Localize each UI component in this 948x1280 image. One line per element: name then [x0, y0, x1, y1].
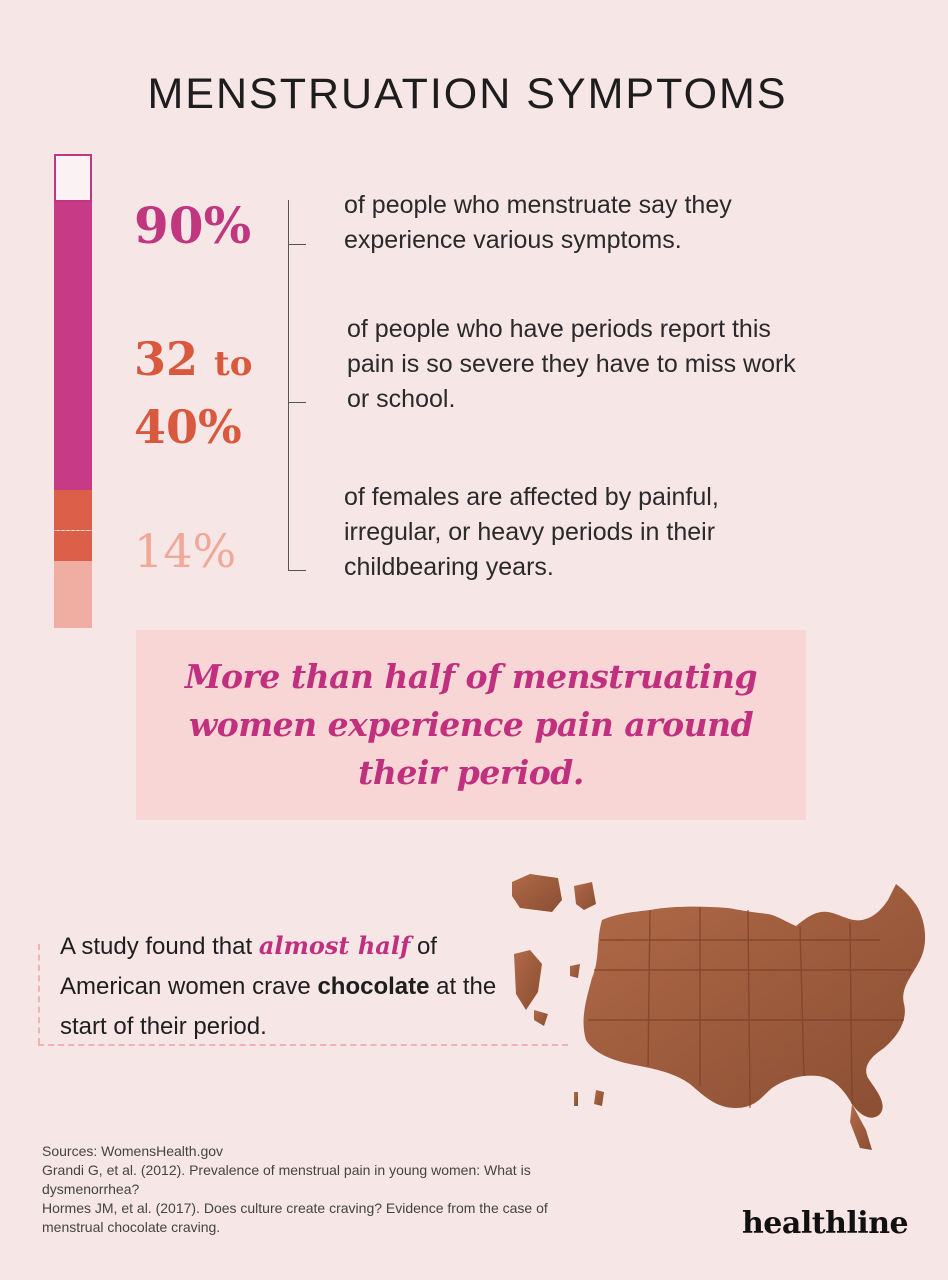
map-main-body — [583, 884, 926, 1118]
source-line-1: Sources: WomensHealth.gov — [42, 1143, 224, 1159]
sources: Sources: WomensHealth.gov Grandi G, et a… — [42, 1142, 602, 1237]
study-text-part1: A study found that — [60, 933, 259, 960]
bar-divider — [54, 530, 92, 531]
map-piece-california — [514, 950, 542, 1010]
study-text-emphasis: almost half — [258, 931, 411, 960]
source-line-2: Grandi G, et al. (2012). Prevalence of m… — [42, 1162, 531, 1197]
bar-segment-remaining — [54, 154, 92, 202]
bar-segment-32 — [54, 531, 92, 561]
bracket-line — [288, 200, 289, 570]
source-line-3: Hormes JM, et al. (2017). Does culture c… — [42, 1200, 548, 1235]
stat-90-description: of people who menstruate say they experi… — [344, 191, 732, 254]
bracket-tick-3 — [288, 570, 306, 571]
study-dashed-border-horizontal — [38, 1044, 568, 1046]
map-piece-florida — [850, 1104, 872, 1150]
study-text-part2: of American women crave — [60, 933, 437, 1000]
stat-32-number: 32 — [134, 332, 199, 386]
callout-text: More than half of menstruating women exp… — [184, 657, 758, 792]
study-text-part3: at the start of their period. — [60, 973, 497, 1040]
stat-32-description: of people who have periods report this p… — [347, 315, 796, 413]
bracket-tick-2 — [288, 402, 306, 403]
map-piece-small-2 — [534, 1010, 548, 1026]
stat-14-value: 14% — [134, 524, 237, 578]
stat-90-value: 90% — [134, 196, 252, 255]
stat-14-description: of females are affected by painful, irre… — [344, 483, 719, 581]
bar-segment-40 — [54, 490, 92, 530]
callout-box: More than half of menstruating women exp… — [136, 630, 806, 820]
map-piece-idaho — [574, 882, 596, 910]
bar-segment-90 — [54, 202, 92, 490]
bracket-tick-1 — [288, 244, 306, 245]
stat-40-value: 40% — [134, 400, 242, 454]
study-text: A study found that almost half of Americ… — [60, 926, 530, 1047]
study-text-strong: chocolate — [317, 973, 430, 1000]
page-title: MENSTRUATION SYMPTOMS — [147, 70, 788, 118]
study-dashed-border-vertical — [38, 944, 40, 1044]
stat-32-value: 32 to — [134, 332, 252, 386]
healthline-logo: healthline — [742, 1206, 909, 1241]
usa-chocolate-map-image — [512, 874, 926, 1150]
map-piece-small-1 — [570, 964, 580, 978]
stat-32-to: to — [214, 344, 253, 384]
map-piece-northwest — [512, 874, 562, 912]
map-piece-small-3 — [594, 1090, 604, 1106]
bar-segment-14 — [54, 561, 92, 628]
percentage-bar — [54, 154, 92, 628]
map-piece-small-4 — [574, 1092, 578, 1106]
